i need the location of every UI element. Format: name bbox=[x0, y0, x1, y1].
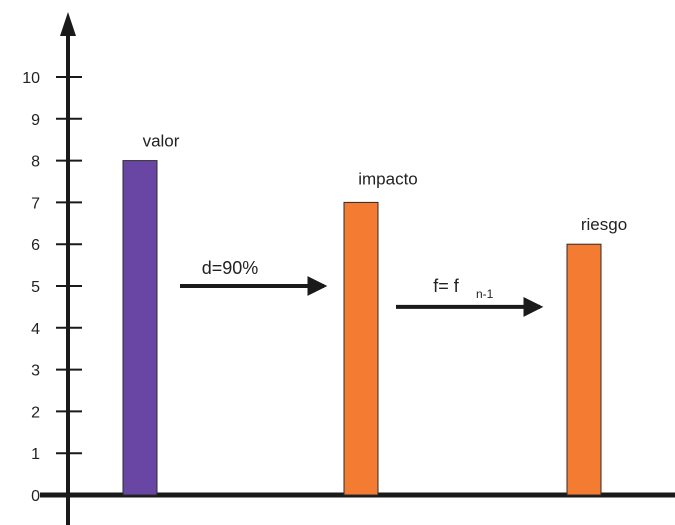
y-tick-label: 0 bbox=[31, 488, 40, 505]
arrow-label: f= f bbox=[433, 276, 460, 296]
arrow-label-subscript: n-1 bbox=[476, 287, 494, 301]
y-tick-label: 4 bbox=[31, 321, 40, 338]
y-tick-label: 2 bbox=[31, 404, 40, 421]
bar-label-riesgo: riesgo bbox=[581, 215, 627, 234]
y-tick-label: 6 bbox=[31, 237, 40, 254]
bar-label-valor: valor bbox=[143, 132, 180, 151]
bar-valor bbox=[122, 160, 158, 496]
y-tick-label: 8 bbox=[31, 154, 40, 171]
y-tick-label: 9 bbox=[31, 112, 40, 129]
y-tick-label: 3 bbox=[31, 363, 40, 380]
bar-label-impacto: impacto bbox=[358, 169, 418, 188]
bar-riesgo bbox=[566, 243, 602, 496]
y-tick-label: 7 bbox=[31, 195, 40, 212]
arrow-label: d=90% bbox=[202, 258, 259, 278]
y-tick-label: 10 bbox=[22, 70, 40, 87]
y-axis-arrowhead bbox=[60, 12, 76, 36]
y-ticks: 0 1 2 3 4 5 6 7 8 9 10 bbox=[22, 70, 82, 505]
arrows: d=90% f= f n-1 bbox=[180, 258, 544, 317]
y-tick-label: 5 bbox=[31, 279, 40, 296]
y-tick-label: 1 bbox=[31, 446, 40, 463]
bars: valor impacto riesgo bbox=[122, 132, 627, 496]
bar-impacto bbox=[343, 201, 379, 496]
